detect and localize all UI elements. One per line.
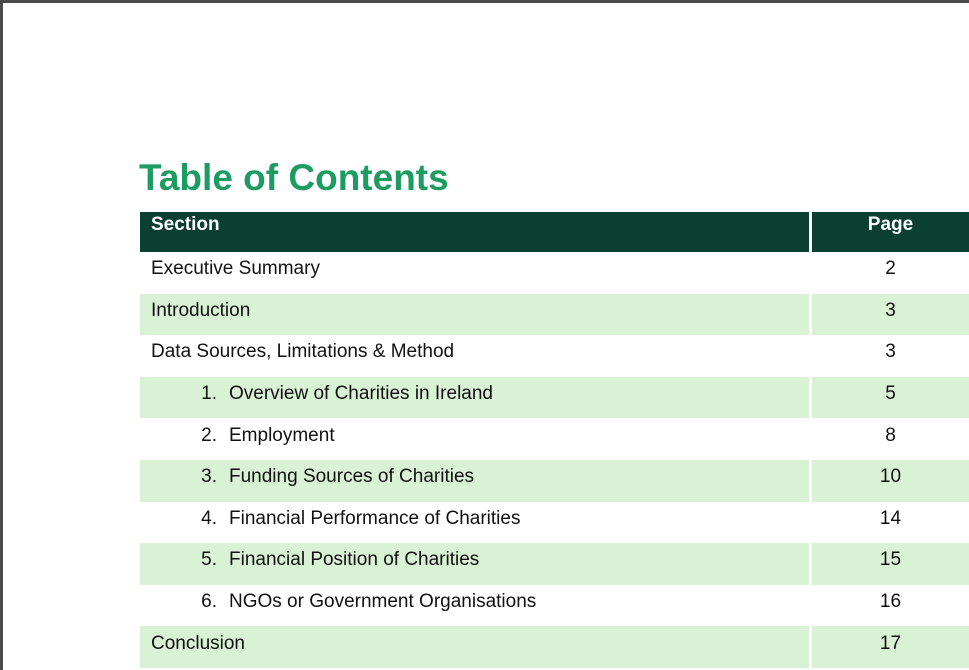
window-top-border	[0, 0, 969, 3]
section-label: Funding Sources of Charities	[229, 466, 475, 488]
column-divider	[809, 293, 812, 336]
column-divider	[809, 418, 812, 460]
page-title: Table of Contents	[139, 157, 449, 198]
section-cell: 6. NGOs or Government Organisations	[140, 584, 809, 627]
section-cell: Conclusion	[140, 626, 809, 668]
page-number: 5	[812, 376, 969, 419]
page-number: 3	[812, 293, 969, 336]
page-number: 8	[812, 418, 969, 460]
column-divider	[809, 252, 812, 294]
section-label: Financial Performance of Charities	[229, 507, 521, 529]
section-cell: 3. Funding Sources of Charities	[140, 459, 809, 502]
column-divider	[809, 376, 812, 419]
table-row[interactable]: Introduction 3	[140, 293, 969, 336]
table-row[interactable]: Data Sources, Limitations & Method 3	[140, 335, 969, 377]
window-left-border	[0, 0, 3, 670]
section-number: 3.	[201, 466, 217, 488]
section-label: Conclusion	[151, 632, 245, 654]
column-divider	[809, 335, 812, 377]
table-row[interactable]: Conclusion 17	[140, 626, 969, 668]
page-number: 16	[812, 584, 969, 627]
section-cell: Executive Summary	[140, 252, 809, 294]
page-number: 17	[812, 626, 969, 668]
table-row[interactable]: 5. Financial Position of Charities 15	[140, 543, 969, 585]
table-row[interactable]: 3. Funding Sources of Charities 10	[140, 459, 969, 502]
section-cell: Introduction	[140, 293, 809, 336]
section-cell: 5. Financial Position of Charities	[140, 543, 809, 585]
section-cell: 4. Financial Performance of Charities	[140, 501, 809, 544]
section-number: 5.	[201, 549, 217, 571]
table-row[interactable]: 2. Employment 8	[140, 418, 969, 460]
page-column-header: Page	[812, 212, 969, 252]
section-label: Financial Position of Charities	[229, 549, 480, 571]
section-number: 6.	[201, 591, 217, 613]
section-cell: 2. Employment	[140, 418, 809, 460]
table-header-row: Section Page	[140, 212, 969, 252]
section-column-header: Section	[140, 212, 809, 252]
table-row[interactable]: 6. NGOs or Government Organisations 16	[140, 584, 969, 627]
column-divider	[809, 626, 812, 668]
page-number: 3	[812, 335, 969, 377]
column-divider	[809, 212, 812, 252]
section-number: 4.	[201, 507, 217, 529]
section-label: Executive Summary	[151, 258, 320, 280]
section-cell: 1. Overview of Charities in Ireland	[140, 376, 809, 419]
section-label: Overview of Charities in Ireland	[229, 383, 493, 405]
section-number: 2.	[201, 424, 217, 446]
section-label: Employment	[229, 424, 335, 446]
page-number: 14	[812, 501, 969, 544]
section-label: Introduction	[151, 299, 251, 321]
table-row[interactable]: 1. Overview of Charities in Ireland 5	[140, 376, 969, 419]
page-number: 10	[812, 459, 969, 502]
section-cell: Data Sources, Limitations & Method	[140, 335, 809, 377]
section-label: NGOs or Government Organisations	[229, 591, 537, 613]
section-number: 1.	[201, 383, 217, 405]
page-number: 2	[812, 252, 969, 294]
table-row[interactable]: Executive Summary 2	[140, 252, 969, 294]
table-of-contents: Section Page Executive Summary 2 Introdu…	[140, 212, 969, 668]
column-divider	[809, 584, 812, 627]
column-divider	[809, 501, 812, 544]
column-divider	[809, 543, 812, 585]
column-divider	[809, 459, 812, 502]
page-number: 15	[812, 543, 969, 585]
table-row[interactable]: 4. Financial Performance of Charities 14	[140, 501, 969, 544]
section-label: Data Sources, Limitations & Method	[151, 341, 455, 363]
